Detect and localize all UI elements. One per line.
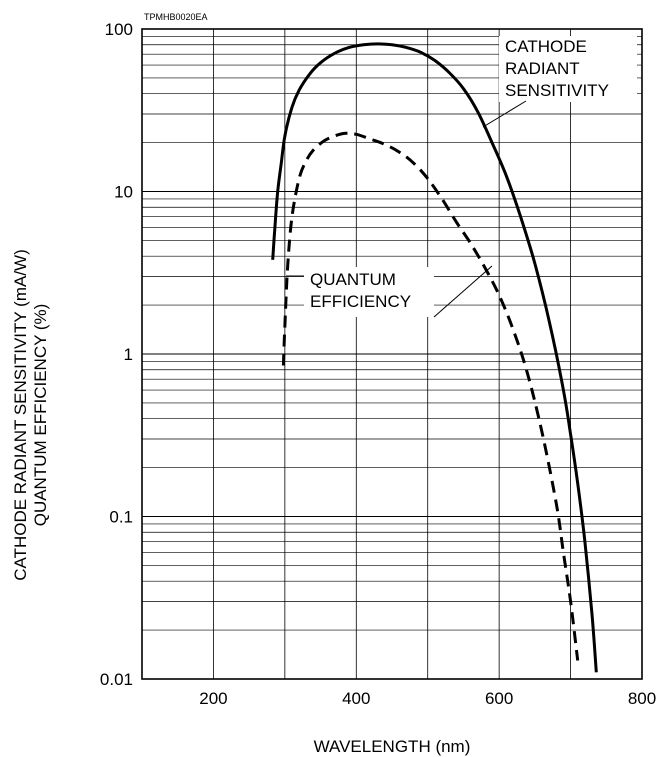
series-line-radiant-sensitivity [271,42,598,673]
annotation-quantum-line: QUANTUM [310,270,396,289]
y-tick-label: 10 [114,183,133,202]
annotation-quantum-line: EFFICIENCY [310,292,411,311]
annotations: CATHODE RADIANT SENSITIVITY QUANTUM EFFICIEN… [286,36,637,318]
annotation-leader-radiant [482,100,527,128]
y-axis-label-line-1: CATHODE RADIANT SENSITIVITY (mA/W) [11,249,30,581]
x-tick-label: 800 [628,689,656,708]
data-series [271,42,598,673]
annotation-leader-quantum [433,265,493,318]
x-axis-ticks: 200 400 600 800 [199,689,656,708]
y-tick-label: 100 [105,20,133,39]
plot-border [141,28,643,680]
x-tick-label: 200 [199,689,227,708]
annotation-radiant-line: CATHODE [505,37,587,56]
y-axis-ticks: 0.01 0.1 1 10 100 [100,20,133,689]
annotation-radiant-line: SENSITIVITY [505,81,609,100]
figure-code: TPMHB0020EA [144,12,208,22]
y-tick-label: 0.01 [100,670,133,689]
annotation-radiant-line: RADIANT [505,59,580,78]
x-tick-label: 400 [342,689,370,708]
x-axis-label: WAVELENGTH (nm) [314,737,471,756]
x-tick-label: 600 [485,689,513,708]
annotation-box-radiant [499,36,637,102]
annotation-box-quantum [304,267,434,317]
y-axis-label-line-2: QUANTUM EFFICIENCY (%) [31,304,50,527]
y-tick-label: 0.1 [109,508,133,527]
plot-frame [141,28,643,680]
y-tick-label: 1 [124,345,133,364]
series-line-quantum-efficiency [281,131,580,661]
